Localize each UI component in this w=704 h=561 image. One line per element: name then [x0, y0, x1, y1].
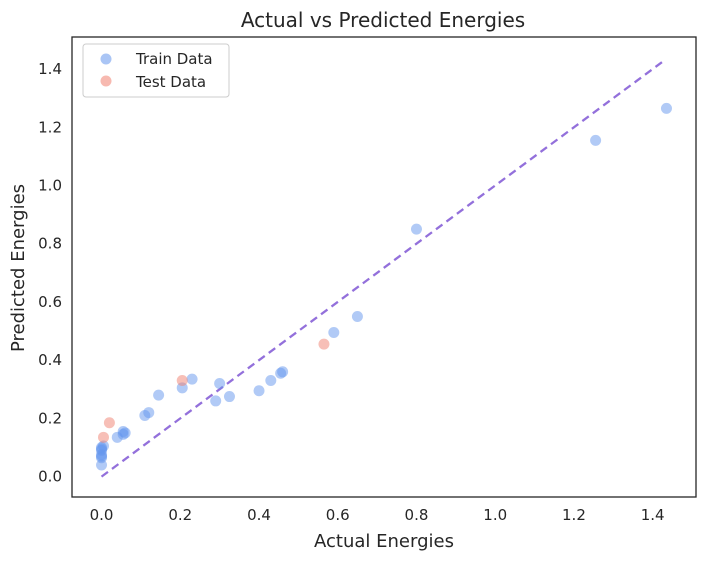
x-tick-label: 0.8 — [405, 506, 429, 524]
test-data-point — [97, 431, 109, 443]
train-data-point — [351, 310, 363, 322]
x-axis-ticks: 0.0 0.2 0.4 0.6 0.8 1.0 1.2 1.4 — [90, 506, 665, 524]
y-axis-ticks: 0.0 0.2 0.4 0.6 0.8 1.0 1.2 1.4 — [38, 60, 62, 486]
legend-marker-test — [100, 75, 112, 87]
x-tick-label: 1.4 — [641, 506, 665, 524]
x-tick-label: 0.2 — [168, 506, 192, 524]
x-tick-label: 0.4 — [247, 506, 271, 524]
y-tick-label: 0.6 — [38, 293, 62, 311]
train-data-point — [660, 102, 672, 114]
train-data-point — [186, 373, 198, 385]
reference-line-layer — [100, 59, 666, 478]
legend-label-test: Test Data — [135, 73, 206, 91]
train-data-point — [153, 389, 165, 401]
train-data-point — [223, 391, 235, 403]
legend: Train Data Test Data — [82, 43, 230, 98]
train-data-point — [119, 427, 131, 439]
y-tick-label: 0.8 — [38, 235, 62, 253]
y-tick-label: 1.0 — [38, 176, 62, 194]
y-tick-label: 0.0 — [38, 468, 62, 486]
train-data-point — [410, 223, 422, 235]
train-data-point — [253, 385, 265, 397]
test-data-point — [318, 338, 330, 350]
y-tick-label: 0.2 — [38, 409, 62, 427]
train-data-point — [590, 134, 602, 146]
legend-label-train: Train Data — [135, 50, 213, 68]
y-tick-label: 0.4 — [38, 351, 62, 369]
train-data-point — [210, 395, 222, 407]
plot-area-frame — [71, 36, 697, 498]
test-data-point — [103, 417, 115, 429]
train-data-point — [143, 407, 155, 419]
x-tick-label: 1.0 — [483, 506, 507, 524]
y-tick-label: 1.4 — [38, 60, 62, 78]
train-data-point — [277, 366, 289, 378]
chart-title: Actual vs Predicted Energies — [241, 8, 525, 32]
x-tick-label: 0.0 — [90, 506, 114, 524]
data-points-layer — [96, 102, 672, 471]
x-axis-label: Actual Energies — [314, 531, 454, 552]
legend-box — [82, 43, 230, 98]
x-tick-label: 1.2 — [562, 506, 586, 524]
train-data-point — [328, 327, 340, 339]
train-data-point — [97, 440, 109, 452]
y-tick-label: 1.2 — [38, 118, 62, 136]
test-data-point — [176, 375, 188, 387]
identity-reference-line — [100, 59, 666, 478]
x-tick-label: 0.6 — [326, 506, 350, 524]
y-axis-label: Predicted Energies — [8, 184, 29, 352]
train-data-point — [265, 375, 277, 387]
train-data-point — [214, 377, 226, 389]
legend-marker-train — [100, 53, 112, 65]
